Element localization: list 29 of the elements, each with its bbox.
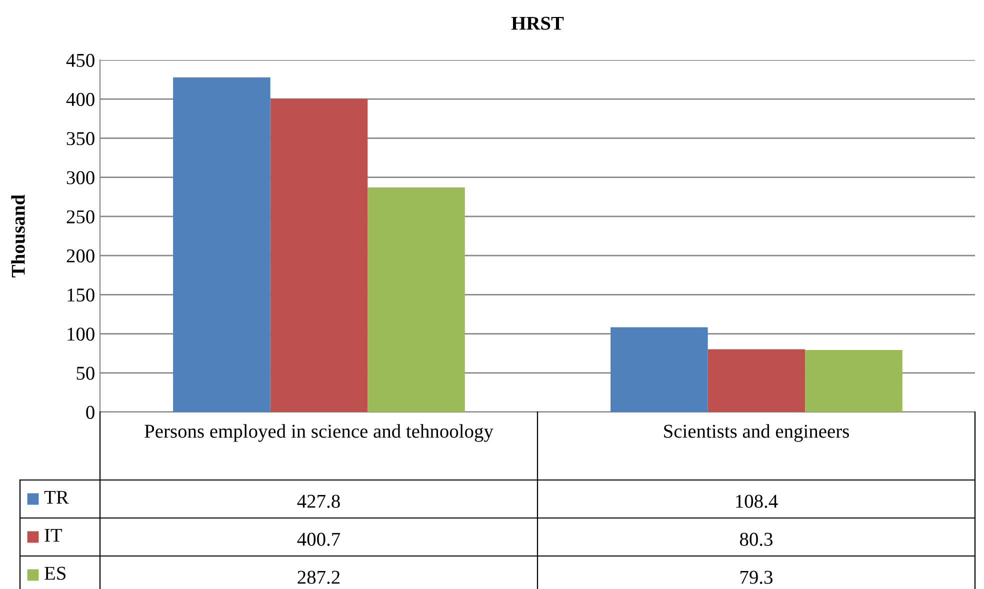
legend-label: TR [44, 490, 69, 504]
bar [270, 98, 368, 412]
x-tick-label: Scientists and engineers [664, 424, 849, 442]
data-label: 79.3 [740, 570, 773, 584]
y-tick-label: 150 [68, 288, 94, 302]
y-tick-label: 0 [86, 406, 94, 419]
bar [708, 349, 806, 412]
y-tick-label: 450 [66, 54, 94, 67]
data-label: 287.2 [298, 570, 340, 584]
bar [805, 350, 902, 412]
y-tick-label: 200 [66, 249, 94, 262]
data-label: 108.4 [736, 494, 778, 508]
data-label: 427.8 [297, 494, 340, 508]
data-label: 80.3 [740, 532, 773, 546]
legend-label: ES [44, 566, 66, 580]
bar [610, 327, 708, 412]
data-label: 400.7 [297, 532, 340, 546]
legend-label: IT [44, 528, 62, 542]
y-tick-label: 300 [66, 171, 94, 184]
y-tick-label: 100 [68, 328, 94, 341]
bar [173, 77, 270, 412]
bar [368, 187, 465, 412]
y-tick-label: 400 [66, 92, 94, 106]
chart-title: HRST [511, 16, 564, 30]
y-tick-label: 350 [66, 132, 94, 146]
y-tick-label: 50 [76, 366, 94, 380]
x-tick-label: Persons employed in science and tehnoology [144, 424, 494, 442]
y-tick-label: 250 [66, 210, 94, 224]
y-axis-title: Thousand [11, 194, 25, 278]
